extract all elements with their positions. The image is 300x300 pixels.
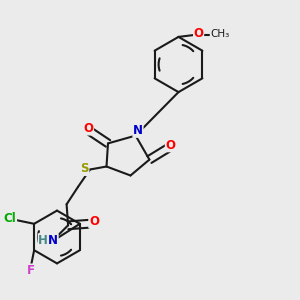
Text: O: O [89, 215, 99, 228]
Text: S: S [80, 162, 89, 176]
Text: N: N [133, 124, 143, 137]
Text: N: N [48, 234, 58, 247]
Text: O: O [194, 27, 204, 40]
Text: CH₃: CH₃ [210, 29, 230, 39]
Text: H: H [38, 234, 48, 247]
Text: O: O [165, 139, 176, 152]
Text: O: O [83, 122, 94, 135]
Text: Cl: Cl [4, 212, 16, 226]
Text: F: F [26, 264, 34, 277]
